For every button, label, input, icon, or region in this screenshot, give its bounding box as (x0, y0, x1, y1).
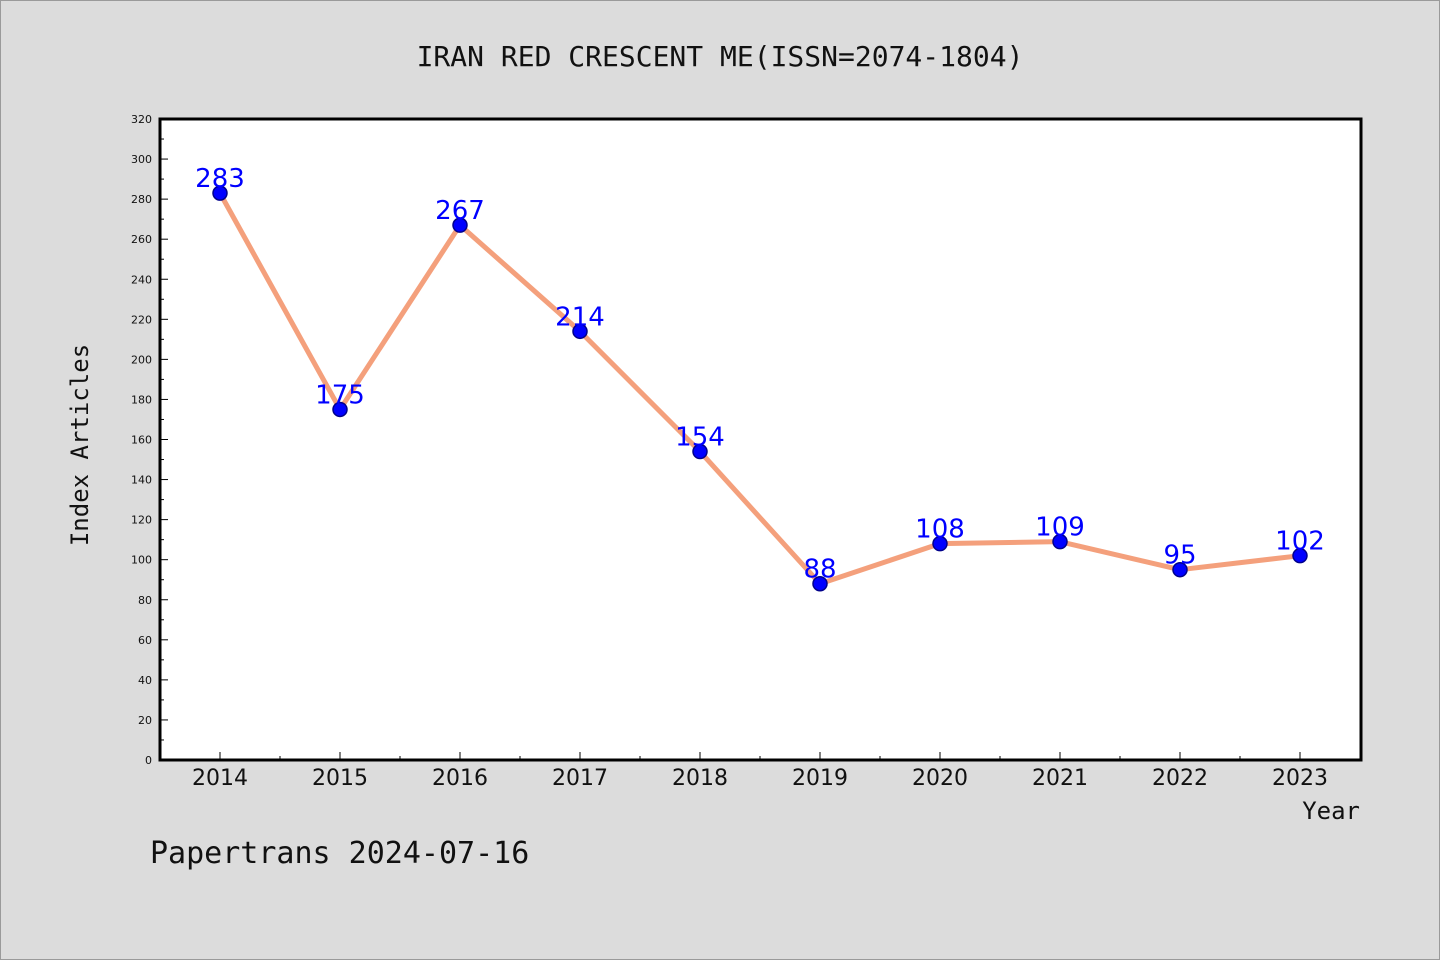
y-tick-label: 0 (145, 754, 152, 767)
y-axis-label: Index Articles (66, 344, 94, 546)
y-tick-label: 100 (131, 554, 152, 567)
plot-area (160, 119, 1361, 760)
y-tick-label: 220 (131, 313, 152, 326)
data-point (1172, 561, 1188, 578)
y-tick-label: 300 (131, 153, 152, 166)
data-label: 267 (435, 196, 485, 226)
data-label: 108 (915, 515, 965, 545)
x-tick-label: 2019 (792, 766, 848, 791)
x-tick-label: 2014 (192, 766, 248, 791)
data-point (1292, 547, 1308, 564)
y-axis: 0 20 40 60 80 100 120 140 160 180 200 220 240 260 280 3… (131, 113, 168, 767)
data-point (332, 401, 348, 418)
x-tick-label: 2017 (552, 766, 608, 791)
x-tick-label: 2018 (672, 766, 728, 791)
data-label: 88 (803, 555, 836, 585)
data-point (692, 443, 708, 460)
x-tick-label: 2021 (1032, 766, 1088, 791)
y-tick-label: 160 (131, 434, 152, 447)
series-group: 283 175 267 214 154 88 108 109 95 102 (195, 164, 1325, 592)
y-tick-label: 20 (138, 714, 152, 727)
data-label: 95 (1163, 541, 1196, 571)
chart-title: IRAN RED CRESCENT ME(ISSN=2074-1804) (417, 40, 1024, 73)
data-label: 214 (555, 302, 605, 332)
x-tick-label: 2022 (1152, 766, 1208, 791)
y-tick-label: 60 (138, 634, 152, 647)
data-point (1052, 533, 1068, 550)
x-axis-label: Year (1302, 797, 1360, 825)
footer-text: Papertrans 2024-07-16 (150, 836, 529, 871)
x-axis: 2014 2015 2016 2017 2018 2019 2020 2021 2022 2023 (192, 752, 1328, 791)
data-label: 109 (1035, 513, 1085, 543)
y-tick-label: 40 (138, 674, 152, 687)
data-point (572, 323, 588, 340)
y-tick-label: 260 (131, 233, 152, 246)
y-tick-label: 140 (131, 474, 152, 487)
data-point (452, 217, 468, 233)
y-tick-label: 80 (138, 594, 152, 607)
data-label: 175 (315, 380, 365, 410)
y-tick-label: 320 (131, 113, 152, 126)
y-tick-label: 180 (131, 393, 152, 406)
data-label: 102 (1275, 527, 1325, 557)
y-tick-label: 200 (131, 353, 152, 366)
x-tick-label: 2020 (912, 766, 968, 791)
y-tick-label: 120 (131, 514, 152, 527)
x-tick-label: 2016 (432, 766, 488, 791)
x-tick-label: 2023 (1272, 766, 1328, 791)
y-tick-label: 280 (131, 193, 152, 206)
series-line (217, 190, 1303, 587)
plot-border (158, 117, 1363, 762)
data-label: 283 (195, 164, 245, 194)
data-label: 154 (675, 423, 725, 453)
y-tick-label: 240 (131, 273, 152, 286)
data-point (812, 575, 828, 592)
data-point (932, 535, 948, 552)
data-point (212, 185, 228, 201)
x-tick-label: 2015 (312, 766, 368, 791)
